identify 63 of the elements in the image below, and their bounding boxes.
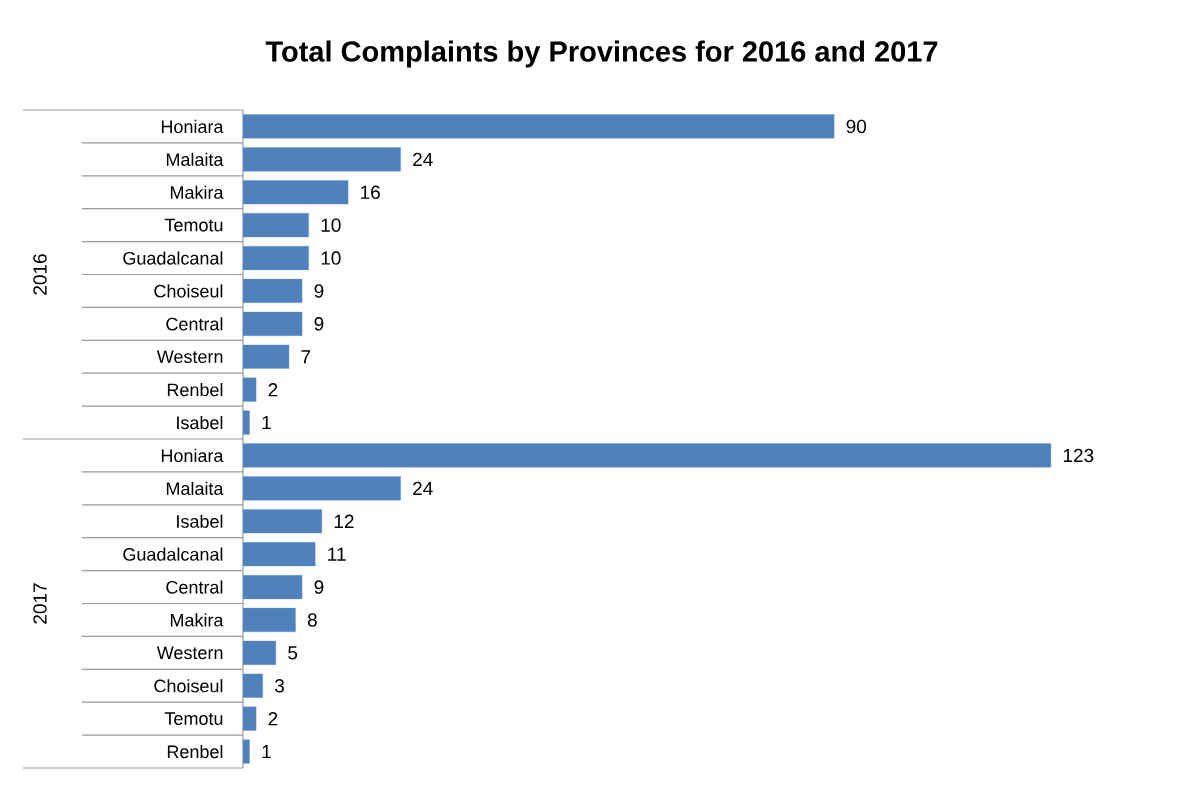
y-tick-label: Choiseul: [154, 679, 223, 693]
y-tick-label: Choiseul: [154, 284, 223, 298]
bar: [242, 673, 263, 698]
data-label: 3: [274, 679, 284, 693]
y-tick-label: Central: [166, 317, 223, 331]
data-label: 2: [268, 712, 278, 726]
text: 2016: [33, 254, 47, 295]
data-label: 2: [268, 383, 278, 397]
data-label: 9: [314, 284, 324, 298]
data-label: 8: [307, 613, 317, 627]
y-tick-label: Makira: [170, 185, 224, 199]
y-tick-label: Isabel: [177, 415, 223, 430]
data-label: 24: [413, 152, 433, 166]
data-label: 24: [413, 481, 433, 495]
y-tick-label: Temotu: [164, 218, 223, 232]
bar: [242, 410, 250, 435]
bar: [242, 542, 316, 567]
data-label: 11: [328, 547, 346, 561]
y-tick-label: Temotu: [164, 712, 223, 725]
bar: [242, 278, 303, 303]
bar: [242, 246, 309, 271]
data-label: 9: [314, 317, 324, 331]
bar: [242, 509, 323, 534]
y-tick-label: Renbel: [167, 744, 223, 759]
y-tick-label: Isabel: [177, 514, 223, 528]
data-label: 1: [262, 416, 271, 430]
bar: [242, 640, 277, 665]
chart-title: Total Complaints by Provinces for 2016 and 2017: [265, 40, 938, 68]
data-label: 1: [262, 745, 271, 759]
data-label: 10: [321, 251, 341, 265]
bar: [242, 575, 303, 600]
y-tick-label: Renbel: [167, 383, 223, 397]
bar: [242, 377, 257, 402]
bar: [242, 180, 349, 205]
bar: [242, 607, 296, 632]
data-label: 90: [846, 119, 867, 134]
y-tick-label: Honiara: [161, 448, 224, 463]
y-tick-label: Guadalcanal: [123, 251, 223, 265]
y-tick-label: Makira: [170, 613, 224, 627]
y-tick-label: Malaita: [166, 481, 224, 495]
y-tick-label: Central: [166, 580, 223, 594]
data-label: 16: [361, 185, 380, 199]
bar: [242, 476, 401, 501]
y-tick-label: Honiara: [161, 119, 224, 134]
data-label: 7: [301, 350, 311, 364]
bar: [242, 706, 257, 731]
bar: [242, 213, 309, 238]
y-tick-label: Western: [156, 646, 223, 660]
data-label: 5: [288, 646, 298, 660]
bar: [242, 344, 290, 369]
y-tick-label: Malaita: [166, 152, 224, 166]
data-label: 12: [334, 514, 354, 528]
bar: [242, 311, 303, 336]
data-label: 10: [321, 218, 341, 232]
bar: [242, 114, 835, 139]
bar: [242, 443, 1052, 468]
bar: [242, 147, 401, 172]
data-label: 9: [314, 580, 324, 594]
y-tick-label: Western: [156, 350, 223, 364]
y-tick-label: Guadalcanal: [123, 547, 223, 561]
text: 2017: [33, 583, 47, 624]
data-label: 123: [1063, 448, 1094, 463]
bar: [242, 739, 250, 764]
